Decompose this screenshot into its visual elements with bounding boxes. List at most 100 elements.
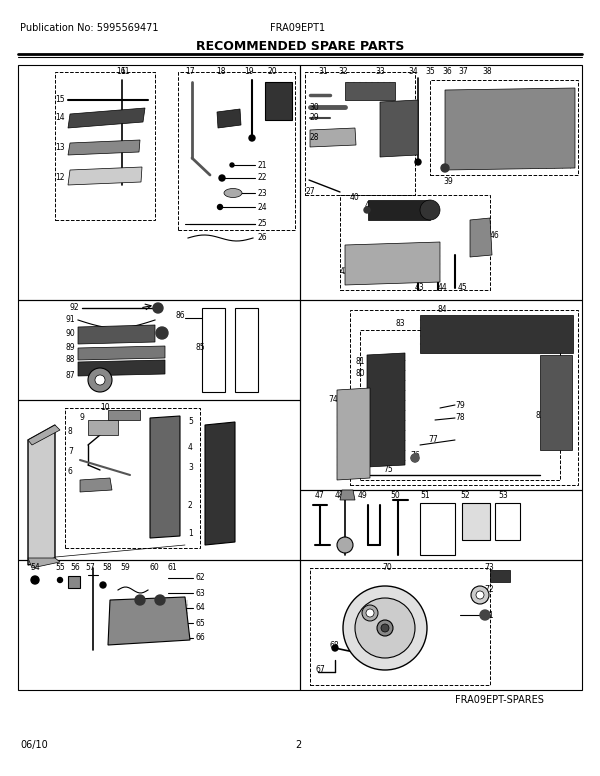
Text: 60: 60 bbox=[150, 563, 160, 573]
Circle shape bbox=[366, 609, 374, 617]
Polygon shape bbox=[217, 109, 241, 128]
Circle shape bbox=[364, 207, 370, 213]
Text: 21: 21 bbox=[258, 161, 268, 169]
Text: 11: 11 bbox=[120, 68, 130, 77]
Polygon shape bbox=[345, 82, 395, 100]
Polygon shape bbox=[28, 425, 60, 445]
Polygon shape bbox=[205, 422, 235, 545]
Text: 83: 83 bbox=[395, 318, 404, 327]
Text: 27: 27 bbox=[305, 188, 314, 196]
Circle shape bbox=[155, 595, 165, 605]
Text: 75: 75 bbox=[383, 466, 393, 474]
Text: 16: 16 bbox=[116, 68, 125, 77]
Text: 61: 61 bbox=[168, 563, 178, 573]
Text: 41: 41 bbox=[365, 200, 374, 210]
Circle shape bbox=[480, 610, 490, 620]
Polygon shape bbox=[68, 167, 142, 185]
Polygon shape bbox=[310, 128, 356, 147]
Text: 77: 77 bbox=[428, 435, 438, 445]
Circle shape bbox=[441, 164, 449, 172]
Polygon shape bbox=[265, 82, 292, 120]
Polygon shape bbox=[78, 346, 165, 360]
Text: 51: 51 bbox=[420, 490, 430, 500]
Circle shape bbox=[415, 159, 421, 165]
Text: 37: 37 bbox=[458, 68, 468, 77]
Text: 63: 63 bbox=[195, 588, 205, 598]
Text: 34: 34 bbox=[408, 68, 418, 77]
Circle shape bbox=[381, 624, 389, 632]
Text: 36: 36 bbox=[442, 68, 452, 77]
Text: 17: 17 bbox=[185, 68, 194, 77]
Text: 44: 44 bbox=[438, 283, 448, 293]
Text: 12: 12 bbox=[55, 174, 65, 182]
Text: 72: 72 bbox=[484, 586, 494, 594]
Polygon shape bbox=[368, 200, 430, 220]
Text: 90: 90 bbox=[65, 328, 75, 338]
Circle shape bbox=[471, 586, 489, 604]
Text: 79: 79 bbox=[455, 400, 465, 410]
Circle shape bbox=[230, 163, 234, 167]
Text: 82: 82 bbox=[535, 411, 545, 420]
Text: 57: 57 bbox=[85, 563, 95, 573]
Text: 89: 89 bbox=[65, 342, 74, 352]
Text: 39: 39 bbox=[443, 178, 453, 186]
Text: 29: 29 bbox=[309, 113, 319, 123]
Circle shape bbox=[332, 645, 338, 651]
Text: 56: 56 bbox=[70, 563, 80, 573]
Text: 53: 53 bbox=[498, 490, 508, 500]
Polygon shape bbox=[28, 558, 60, 568]
Text: 69: 69 bbox=[352, 615, 362, 625]
Circle shape bbox=[219, 175, 225, 181]
Text: 58: 58 bbox=[102, 563, 112, 573]
Text: 55: 55 bbox=[55, 563, 65, 573]
Text: 06/10: 06/10 bbox=[20, 740, 48, 750]
Text: FRA09EPT-SPARES: FRA09EPT-SPARES bbox=[455, 695, 544, 705]
Polygon shape bbox=[380, 100, 418, 157]
Text: 6: 6 bbox=[68, 467, 73, 476]
Circle shape bbox=[88, 368, 112, 392]
Text: 62: 62 bbox=[195, 573, 205, 583]
Text: 5: 5 bbox=[188, 417, 193, 427]
Circle shape bbox=[476, 591, 484, 599]
Polygon shape bbox=[340, 490, 355, 500]
Text: 7: 7 bbox=[68, 448, 73, 456]
Polygon shape bbox=[337, 388, 370, 480]
Text: 43: 43 bbox=[415, 283, 425, 293]
Text: 4: 4 bbox=[188, 444, 193, 452]
Text: FRA09EPT1: FRA09EPT1 bbox=[270, 23, 325, 33]
Text: 33: 33 bbox=[375, 68, 385, 77]
Polygon shape bbox=[345, 242, 440, 285]
Polygon shape bbox=[462, 503, 490, 540]
Circle shape bbox=[58, 577, 62, 583]
Circle shape bbox=[153, 303, 163, 313]
Text: 59: 59 bbox=[120, 563, 130, 573]
Polygon shape bbox=[150, 416, 180, 538]
Text: 81: 81 bbox=[356, 358, 365, 366]
Text: 91: 91 bbox=[65, 316, 74, 324]
Polygon shape bbox=[68, 108, 145, 128]
Text: 85: 85 bbox=[195, 344, 205, 352]
Text: Publication No: 5995569471: Publication No: 5995569471 bbox=[20, 23, 158, 33]
Text: 68: 68 bbox=[330, 640, 340, 650]
Text: 25: 25 bbox=[258, 220, 268, 228]
Polygon shape bbox=[420, 315, 573, 353]
Text: 3: 3 bbox=[188, 463, 193, 473]
Text: 66: 66 bbox=[195, 633, 205, 643]
Text: 8: 8 bbox=[68, 428, 73, 436]
Polygon shape bbox=[68, 576, 80, 588]
Text: 19: 19 bbox=[244, 68, 254, 77]
Circle shape bbox=[156, 327, 168, 339]
Polygon shape bbox=[367, 353, 405, 467]
Text: 67: 67 bbox=[315, 666, 325, 674]
Circle shape bbox=[411, 454, 419, 462]
Text: 2: 2 bbox=[295, 740, 301, 750]
Ellipse shape bbox=[224, 189, 242, 198]
Circle shape bbox=[337, 537, 353, 553]
Text: 70: 70 bbox=[382, 563, 392, 573]
Circle shape bbox=[249, 135, 255, 141]
Polygon shape bbox=[470, 218, 492, 257]
Circle shape bbox=[100, 582, 106, 588]
Polygon shape bbox=[108, 597, 190, 645]
Text: 92: 92 bbox=[70, 303, 80, 313]
Circle shape bbox=[158, 329, 166, 337]
